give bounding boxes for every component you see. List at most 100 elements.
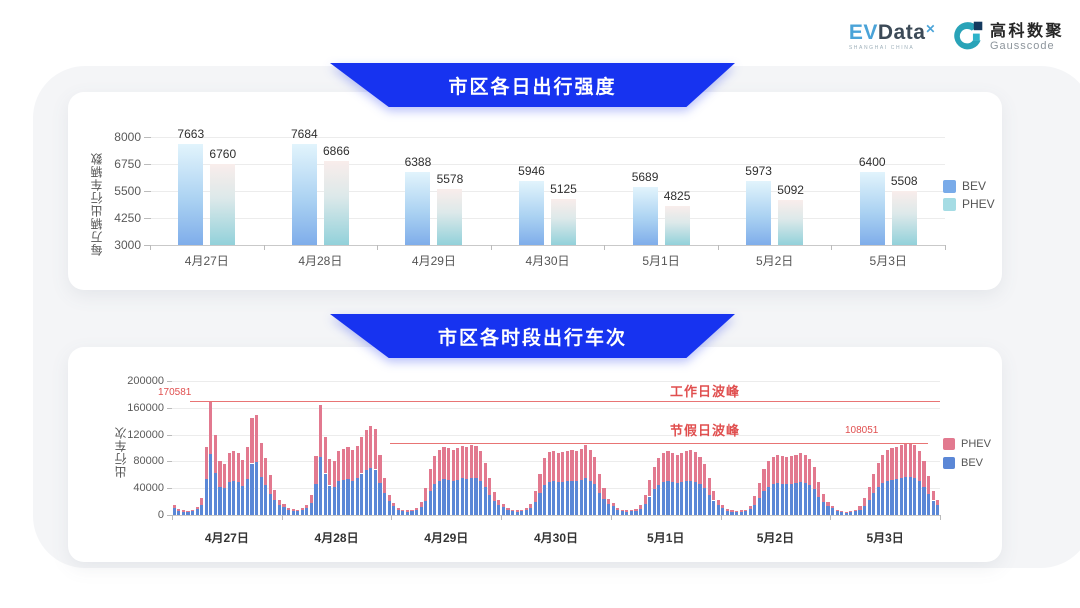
bev-hour-bar[interactable]	[885, 480, 889, 515]
bev-hour-bar[interactable]	[844, 512, 848, 515]
bev-hour-bar[interactable]	[931, 500, 935, 515]
phev-hour-bar[interactable]	[360, 436, 364, 474]
bev-hour-bar[interactable]	[492, 500, 496, 515]
phev-hour-bar[interactable]	[501, 504, 505, 508]
phev-hour-bar[interactable]	[611, 502, 615, 507]
phev-hour-bar[interactable]	[780, 456, 784, 484]
bev-hour-bar[interactable]	[872, 493, 876, 515]
phev-hour-bar[interactable]	[492, 491, 496, 501]
bev-hour-bar[interactable]	[606, 503, 611, 515]
phev-hour-bar[interactable]	[689, 450, 693, 481]
bev-bar[interactable]	[632, 186, 658, 245]
phev-hour-bar[interactable]	[483, 462, 487, 488]
phev-hour-bar[interactable]	[734, 511, 739, 513]
phev-hour-bar[interactable]	[785, 456, 789, 485]
phev-hour-bar[interactable]	[451, 450, 455, 481]
phev-hour-bar[interactable]	[465, 446, 469, 479]
bev-hour-bar[interactable]	[282, 507, 286, 515]
phev-hour-bar[interactable]	[657, 458, 661, 485]
phev-hour-bar[interactable]	[917, 451, 921, 482]
phev-hour-bar[interactable]	[469, 444, 473, 478]
phev-hour-bar[interactable]	[204, 447, 208, 480]
phev-hour-bar[interactable]	[776, 455, 780, 484]
bev-bar[interactable]	[859, 171, 885, 245]
phev-hour-bar[interactable]	[533, 490, 537, 503]
bev-hour-bar[interactable]	[565, 480, 569, 515]
bev-hour-bar[interactable]	[446, 479, 451, 515]
phev-hour-bar[interactable]	[748, 505, 752, 510]
phev-hour-bar[interactable]	[200, 497, 204, 505]
bev-hour-bar[interactable]	[190, 511, 195, 515]
phev-hour-bar[interactable]	[904, 444, 908, 478]
phev-hour-bar[interactable]	[442, 446, 446, 479]
bev-hour-bar[interactable]	[419, 507, 423, 515]
phev-hour-bar[interactable]	[378, 454, 382, 483]
phev-hour-bar[interactable]	[296, 509, 300, 512]
phev-hour-bar[interactable]	[382, 478, 387, 493]
bev-hour-bar[interactable]	[684, 481, 688, 515]
bev-hour-bar[interactable]	[552, 480, 556, 515]
bev-hour-bar[interactable]	[803, 483, 807, 515]
phev-bar[interactable]	[210, 163, 236, 245]
bev-hour-bar[interactable]	[264, 484, 268, 515]
phev-hour-bar[interactable]	[766, 461, 771, 487]
phev-hour-bar[interactable]	[373, 429, 377, 470]
phev-hour-bar[interactable]	[680, 453, 684, 483]
phev-hour-bar[interactable]	[350, 450, 355, 481]
phev-hour-bar[interactable]	[844, 511, 848, 513]
bev-hour-bar[interactable]	[881, 483, 885, 515]
bev-hour-bar[interactable]	[200, 504, 204, 515]
bev-hour-bar[interactable]	[305, 507, 309, 515]
bev-hour-bar[interactable]	[707, 495, 711, 515]
phev-hour-bar[interactable]	[574, 451, 579, 482]
phev-hour-bar[interactable]	[670, 452, 675, 482]
bev-hour-bar[interactable]	[222, 488, 227, 515]
bev-hour-bar[interactable]	[172, 507, 176, 515]
phev-hour-bar[interactable]	[789, 456, 793, 484]
bev-hour-bar[interactable]	[369, 467, 373, 515]
bev-hour-bar[interactable]	[840, 512, 844, 515]
phev-hour-bar[interactable]	[524, 508, 528, 511]
phev-hour-bar[interactable]	[643, 494, 647, 505]
bev-hour-bar[interactable]	[547, 481, 551, 515]
bev-hour-bar[interactable]	[680, 482, 684, 515]
phev-bar[interactable]	[664, 205, 690, 245]
phev-hour-bar[interactable]	[808, 458, 812, 486]
phev-hour-bar[interactable]	[323, 436, 327, 474]
bev-hour-bar[interactable]	[396, 509, 400, 515]
phev-hour-bar[interactable]	[515, 510, 519, 512]
phev-hour-bar[interactable]	[277, 500, 281, 505]
bev-hour-bar[interactable]	[195, 509, 199, 515]
legend-item-phev[interactable]: PHEV	[943, 197, 995, 211]
phev-hour-bar[interactable]	[638, 505, 643, 509]
phev-hour-bar[interactable]	[597, 473, 601, 493]
phev-hour-bar[interactable]	[794, 454, 798, 483]
phev-hour-bar[interactable]	[241, 460, 245, 486]
phev-hour-bar[interactable]	[419, 502, 423, 508]
bev-hour-bar[interactable]	[766, 486, 771, 515]
bev-hour-bar[interactable]	[725, 510, 729, 515]
bev-hour-bar[interactable]	[734, 512, 739, 515]
phev-bar[interactable]	[551, 199, 576, 245]
bev-hour-bar[interactable]	[524, 510, 528, 515]
bev-hour-bar[interactable]	[830, 508, 835, 515]
phev-hour-bar[interactable]	[629, 509, 633, 512]
phev-hour-bar[interactable]	[588, 450, 592, 481]
bev-hour-bar[interactable]	[584, 478, 588, 515]
phev-hour-bar[interactable]	[721, 504, 725, 508]
bev-bar[interactable]	[405, 171, 431, 245]
phev-hour-bar[interactable]	[908, 442, 912, 477]
phev-hour-bar[interactable]	[328, 459, 332, 486]
phev-hour-bar[interactable]	[264, 458, 268, 485]
bev-hour-bar[interactable]	[328, 485, 332, 515]
bev-hour-bar[interactable]	[771, 484, 775, 515]
bev-hour-bar[interactable]	[702, 488, 707, 515]
phev-hour-bar[interactable]	[579, 449, 583, 481]
phev-hour-bar[interactable]	[725, 509, 729, 511]
bev-hour-bar[interactable]	[556, 482, 560, 515]
phev-hour-bar[interactable]	[661, 453, 665, 483]
phev-hour-bar[interactable]	[254, 415, 259, 463]
bev-hour-bar[interactable]	[753, 505, 757, 515]
phev-hour-bar[interactable]	[478, 451, 483, 482]
bev-hour-bar[interactable]	[478, 481, 483, 515]
